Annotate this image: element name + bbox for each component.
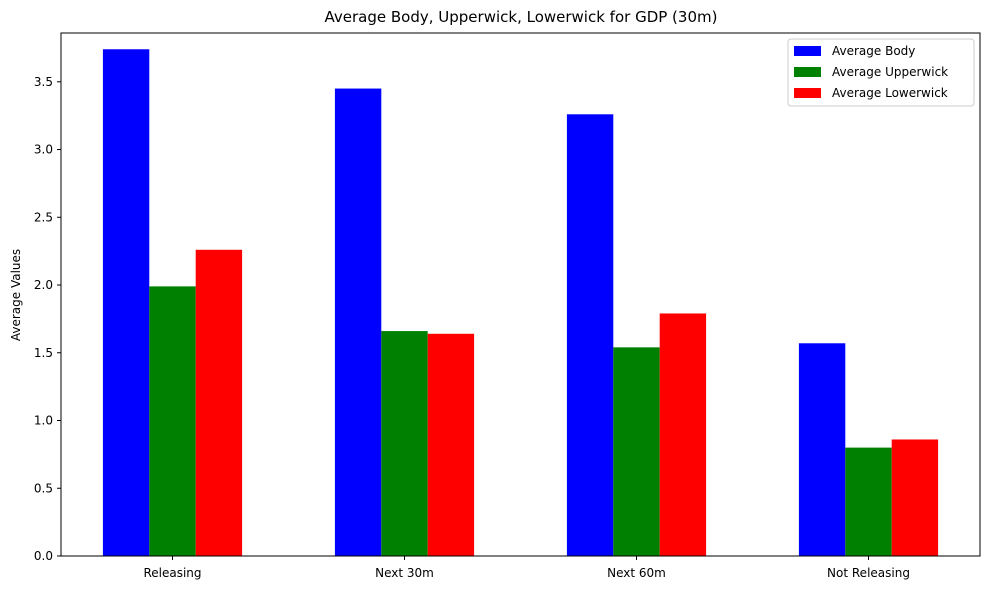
x-tick-label-releasing: Releasing: [143, 566, 201, 580]
bar-average-upperwick-releasing: [149, 286, 196, 556]
bar-average-body-next-30m: [334, 88, 382, 557]
bars-layer: [102, 49, 939, 557]
y-tick-label: 2.5: [34, 210, 53, 224]
y-tick-label: 3.5: [34, 75, 53, 89]
y-tick-label: 0.0: [34, 549, 53, 563]
legend: Average Body Average Upperwick Average Low…: [787, 38, 975, 107]
bar-average-body-releasing: [102, 49, 150, 556]
legend-label-average-body: Average Body: [832, 44, 915, 58]
legend-swatch-average-body: [794, 46, 821, 56]
bar-average-upperwick-next-60m: [613, 347, 660, 556]
legend-label-average-lowerwick: Average Lowerwick: [832, 86, 948, 100]
y-tick-label: 2.0: [34, 278, 53, 292]
y-tick-label: 3.0: [34, 143, 53, 157]
bar-average-lowerwick-next-30m: [427, 333, 475, 556]
x-tick-label-not-releasing: Not Releasing: [827, 566, 910, 580]
bar-average-lowerwick-next-60m: [659, 313, 707, 556]
legend-swatch-average-upperwick: [794, 67, 821, 77]
bar-average-upperwick-not-releasing: [845, 447, 892, 556]
x-tick-label-next-60m: Next 60m: [607, 566, 666, 580]
y-tick-label: 1.0: [34, 414, 53, 428]
bar-average-body-not-releasing: [798, 343, 846, 556]
bar-average-lowerwick-not-releasing: [891, 439, 939, 556]
y-tick-label: 1.5: [34, 346, 53, 360]
ticks-layer: Releasing Next 30m Next 60m Not Releasing 0.…: [34, 75, 910, 580]
y-tick-label: 0.5: [34, 481, 53, 495]
bar-average-body-next-60m: [566, 114, 614, 557]
y-axis-label: Average Values: [9, 249, 23, 341]
plot-frame: [60, 32, 981, 557]
legend-swatch-average-lowerwick: [794, 88, 821, 98]
x-tick-label-next-30m: Next 30m: [375, 566, 434, 580]
chart-title: Average Body, Upperwick, Lowerwick for G…: [325, 8, 718, 26]
legend-box: [787, 38, 975, 107]
bar-average-lowerwick-releasing: [195, 249, 243, 557]
legend-label-average-upperwick: Average Upperwick: [832, 65, 948, 79]
bar-average-upperwick-next-30m: [381, 331, 428, 556]
